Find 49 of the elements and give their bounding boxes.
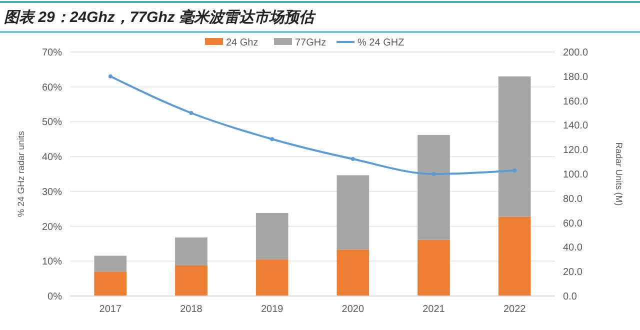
y2-tick-label: 120.0: [563, 145, 588, 156]
bar: [336, 250, 370, 296]
legend-label: % 24 GHZ: [358, 38, 404, 48]
bar: [418, 134, 450, 240]
bar: [256, 213, 288, 260]
bar: [175, 266, 208, 296]
y-tick-label: 50%: [42, 117, 62, 128]
bar: [336, 175, 370, 250]
y2-tick-label: 80.0: [563, 194, 583, 205]
y-axis-title: % 24 GHz radar units: [16, 130, 26, 218]
x-tick-label: 2021: [422, 304, 446, 315]
legend-label: 77GHz: [295, 38, 326, 48]
point: [350, 157, 355, 162]
y-tick-label: 20%: [42, 222, 62, 233]
y2-tick-label: 40.0: [563, 242, 583, 254]
y2-tick-label: 60.0: [563, 218, 583, 230]
x-tick-label: 2022: [503, 304, 526, 315]
x-tick-label: 2018: [180, 304, 203, 315]
chart-title: 图表 29：24Ghz，77Ghz 毫米波雷达市场预估: [4, 8, 316, 26]
x-tick-label: 2019: [260, 304, 284, 315]
y-tick-label: 10%: [42, 256, 62, 268]
y-tick-label: 60%: [42, 82, 62, 94]
x-tick-label: 2017: [99, 304, 122, 315]
legend-label: 24 Ghz: [226, 38, 258, 48]
bar: [256, 259, 288, 296]
y-tick-label: 30%: [42, 186, 62, 198]
bar: [175, 237, 208, 266]
point: [432, 172, 436, 176]
y2-tick-label: 160.0: [563, 96, 588, 108]
y2-tick-label: 100.0: [563, 170, 588, 180]
y2-tick-label: 0.0: [563, 292, 578, 302]
point: [108, 74, 112, 78]
bar: [498, 76, 531, 217]
bar: [498, 216, 531, 296]
x-tick-label: 2020: [342, 304, 364, 315]
y-tick-label: 40%: [42, 152, 62, 164]
y2-tick-label: 200.0: [563, 48, 588, 58]
y-tick-label: 0%: [48, 292, 62, 302]
point: [270, 137, 274, 142]
y2-tick-label: 140.0: [563, 120, 588, 132]
y2-tick-label: 20.0: [563, 267, 583, 278]
bar: [94, 256, 127, 272]
bar: [418, 240, 450, 296]
point: [512, 168, 517, 173]
y-tick-label: 70%: [42, 48, 62, 58]
bar: [94, 272, 127, 296]
point: [189, 111, 194, 115]
y2-tick-label: 180.0: [563, 72, 588, 83]
y2-axis-title: Radar Units (M): [614, 142, 624, 206]
